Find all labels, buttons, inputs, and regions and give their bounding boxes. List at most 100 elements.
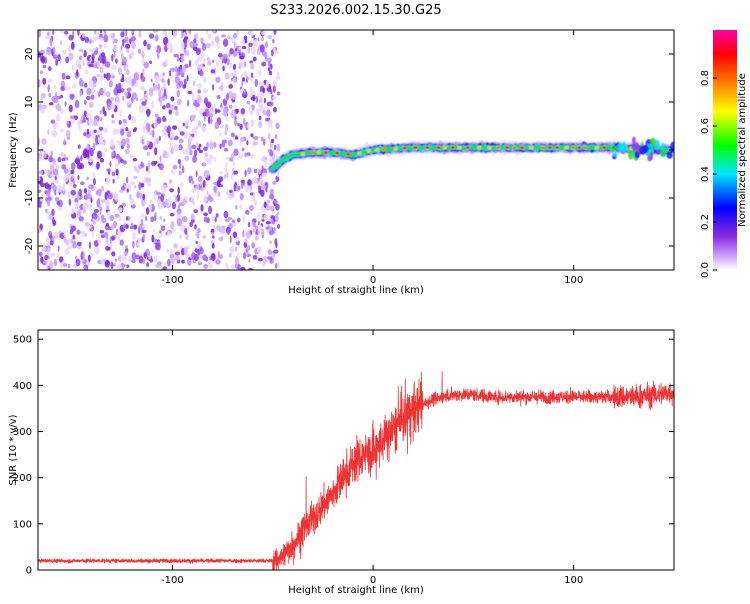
noise-speckle: [163, 149, 167, 156]
noise-speckle: [223, 210, 229, 219]
noise-speckle: [99, 208, 102, 215]
noise-speckle: [83, 132, 87, 137]
noise-speckle: [98, 44, 103, 48]
noise-speckle: [248, 267, 253, 270]
noise-speckle: [270, 138, 275, 144]
noise-speckle: [131, 116, 137, 124]
noise-speckle: [86, 112, 92, 119]
ridge-hotspot: [564, 146, 569, 150]
noise-speckle: [190, 213, 195, 222]
noise-speckle: [67, 245, 73, 250]
noise-speckle: [174, 256, 181, 261]
noise-speckle: [275, 122, 280, 130]
colorbar-tick-label: 0.8: [700, 70, 711, 86]
noise-speckle: [110, 224, 115, 231]
noise-speckle: [274, 199, 278, 205]
snr-y-ticks: 0 100 200 300 400 500: [13, 335, 674, 577]
noise-speckle: [47, 247, 50, 256]
noise-speckle: [251, 90, 256, 95]
noise-speckle: [110, 261, 114, 269]
noise-speckle: [243, 90, 246, 95]
noise-speckle: [96, 121, 100, 127]
noise-speckle: [170, 75, 174, 79]
noise-speckle: [97, 37, 104, 41]
noise-speckle: [240, 108, 246, 115]
noise-speckle: [225, 191, 230, 196]
ridge-hotspot: [577, 146, 582, 150]
noise-speckle: [53, 96, 59, 104]
noise-speckle: [189, 149, 193, 156]
noise-speckle: [206, 141, 209, 149]
noise-speckle: [225, 92, 230, 101]
noise-speckle: [138, 255, 144, 264]
noise-speckle: [220, 225, 226, 234]
noise-speckle: [38, 30, 42, 38]
noise-speckle: [89, 147, 94, 157]
ridge-hotspot: [512, 146, 517, 150]
noise-speckle: [232, 160, 235, 166]
noise-speckle: [68, 167, 71, 175]
noise-speckle: [153, 138, 157, 147]
spectrogram-x-tick-label: -100: [161, 275, 184, 286]
noise-speckle: [113, 52, 116, 58]
noise-speckle: [106, 210, 111, 219]
noise-speckle: [253, 141, 259, 146]
noise-speckle: [76, 162, 83, 170]
noise-speckle: [38, 251, 43, 257]
noise-speckle: [52, 168, 59, 176]
noise-speckle: [88, 63, 94, 68]
noise-speckle: [179, 131, 185, 136]
noise-speckle: [153, 160, 158, 165]
noise-speckle: [259, 91, 265, 99]
noise-speckle: [99, 66, 104, 74]
noise-speckle: [246, 123, 250, 129]
snr-x-tick-label: 100: [564, 575, 583, 586]
noise-speckle: [154, 147, 158, 156]
noise-speckle: [259, 104, 264, 112]
noise-speckle: [269, 230, 274, 236]
noise-speckle: [113, 45, 119, 52]
noise-speckle: [168, 179, 173, 184]
noise-speckle: [77, 241, 82, 246]
noise-speckle: [224, 174, 227, 180]
noise-speckle: [74, 99, 80, 109]
noise-speckle: [249, 205, 254, 211]
noise-speckle: [67, 190, 72, 198]
noise-speckle: [203, 212, 209, 217]
page-title: S233.2026.002.15.30.G25: [270, 3, 441, 18]
noise-speckle: [157, 83, 160, 91]
noise-speckle: [177, 56, 180, 62]
noise-speckle: [100, 258, 104, 265]
noise-speckle: [80, 251, 84, 260]
noise-speckle: [229, 235, 232, 244]
noise-speckle: [256, 246, 262, 254]
noise-speckle: [210, 69, 215, 74]
noise-speckle: [249, 110, 254, 116]
noise-speckle: [168, 70, 172, 77]
noise-speckle: [119, 49, 124, 54]
noise-speckle: [64, 85, 69, 90]
noise-speckle: [267, 34, 273, 40]
noise-speckle: [99, 73, 104, 82]
noise-speckle: [87, 188, 91, 196]
noise-speckle: [86, 87, 92, 96]
noise-speckle: [197, 175, 203, 183]
noise-speckle: [161, 78, 165, 83]
noise-speckle: [272, 180, 277, 185]
noise-speckle: [143, 145, 149, 151]
noise-speckle: [263, 97, 266, 104]
noise-speckle: [196, 192, 199, 201]
noise-speckle: [170, 96, 175, 102]
noise-speckle: [129, 193, 132, 200]
noise-speckle: [193, 38, 197, 44]
noise-speckle: [80, 155, 83, 162]
noise-speckle: [109, 96, 114, 102]
noise-speckle: [276, 211, 280, 216]
noise-speckle: [246, 100, 251, 105]
noise-speckle: [57, 206, 63, 212]
noise-speckle: [92, 142, 96, 151]
noise-speckle: [215, 259, 221, 265]
noise-speckle: [133, 72, 140, 81]
noise-speckle: [226, 264, 229, 270]
